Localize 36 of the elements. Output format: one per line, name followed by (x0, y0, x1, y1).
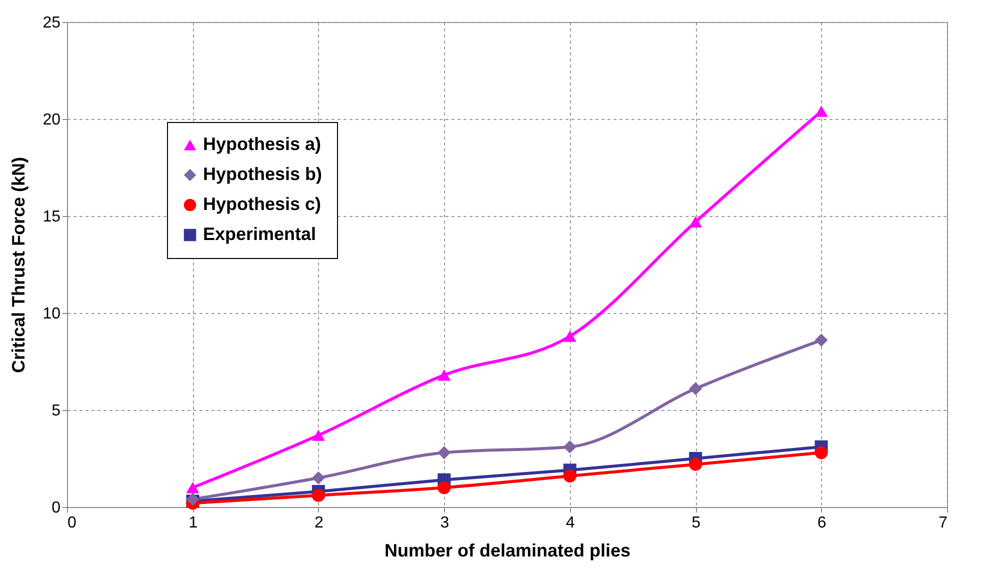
point (312, 430, 325, 441)
point (563, 440, 576, 454)
y-tick-label: 20 (42, 112, 61, 128)
x-tick-label: 3 (440, 514, 450, 532)
point (563, 469, 576, 482)
x-tick-label: 2 (314, 514, 324, 532)
point (438, 446, 451, 460)
x-tick-label: 0 (68, 514, 76, 532)
legend-label: Hypothesis a) (203, 134, 322, 154)
point (563, 330, 576, 342)
x-axis-title: Number of delaminated plies (384, 540, 631, 560)
y-axis-title: Critical Thrust Force (kN) (8, 156, 29, 374)
point (312, 471, 325, 484)
x-tick-label: 4 (566, 514, 575, 532)
point (689, 216, 702, 228)
legend-label: Experimental (203, 224, 316, 244)
point (814, 106, 828, 117)
x-tick-label: 1 (188, 514, 198, 532)
x-tick-label: 7 (938, 514, 948, 532)
point (186, 482, 200, 494)
point (438, 369, 451, 381)
point (689, 382, 702, 396)
point (689, 458, 702, 471)
y-tick-label: 10 (42, 306, 61, 322)
point (312, 488, 325, 502)
point (438, 481, 451, 494)
x-tick-label: 6 (817, 514, 826, 532)
y-tick-label: 0 (52, 500, 61, 516)
y-tick-label: 5 (52, 402, 61, 420)
x-tick-label: 5 (692, 514, 701, 532)
legend-label: Hypothesis b) (203, 164, 322, 184)
y-tick-label: 15 (42, 208, 61, 226)
y-tick-label: 25 (42, 14, 61, 32)
point (814, 334, 828, 347)
point (814, 446, 828, 460)
legend-label: Hypothesis c) (203, 194, 322, 214)
